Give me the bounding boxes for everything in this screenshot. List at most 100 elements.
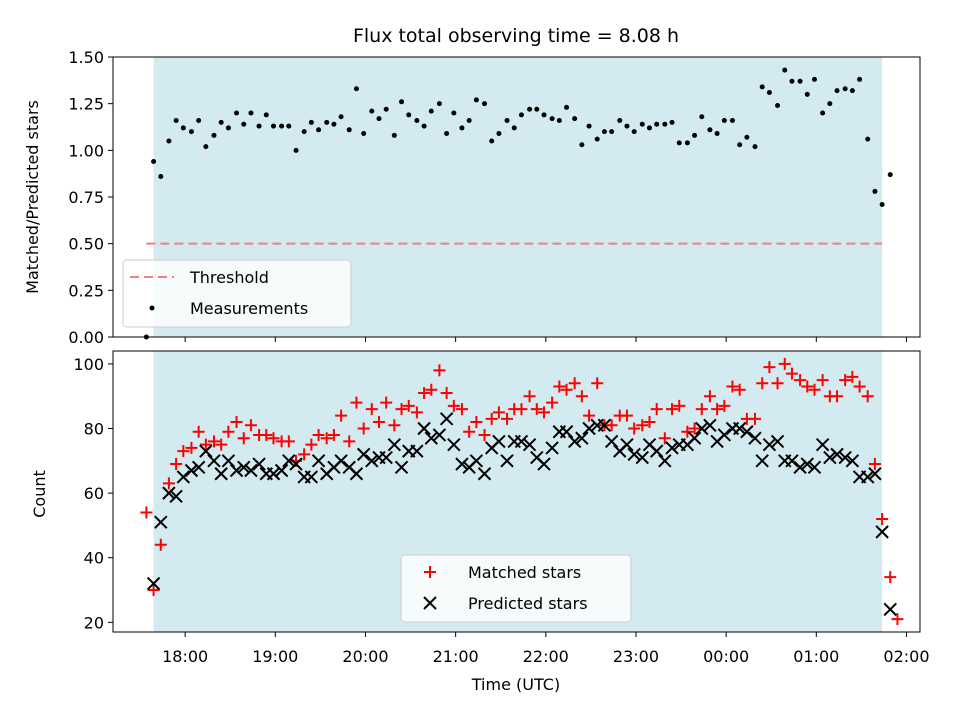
measurement-point [857, 76, 863, 82]
matched-star-point [185, 441, 198, 454]
measurement-point [624, 123, 630, 129]
predicted-star-point [221, 454, 236, 468]
matched-star-point [568, 377, 581, 390]
measurement-point [414, 117, 420, 123]
measurement-point [834, 88, 840, 94]
predicted-star-point [176, 470, 191, 484]
bottom-y-tick-label: 80 [84, 420, 104, 439]
predicted-star-point [785, 454, 799, 468]
matched-star-point [846, 370, 859, 383]
predicted-star-point [410, 444, 424, 458]
matched-star-point [282, 435, 295, 448]
matched-star-point [876, 512, 889, 525]
x-tick-label: 21:00 [433, 647, 479, 666]
matched-star-point [455, 403, 468, 416]
matched-star-point [605, 419, 618, 432]
measurement-point [331, 121, 337, 127]
top-y-tick-label: 0.00 [68, 328, 104, 347]
measurement-point [646, 125, 652, 131]
measurement-point [383, 106, 389, 112]
top-x-axis-ticks [184, 337, 907, 342]
top-y-tick-label: 1.25 [68, 95, 104, 114]
measurement-point [481, 101, 487, 107]
top-y-tick-label: 1.50 [68, 48, 104, 67]
measurement-point [820, 110, 826, 116]
bottom-y-axis-title: Count [30, 470, 49, 518]
predicted-star-point [447, 437, 461, 452]
measurement-point [549, 116, 555, 122]
predicted-star-point [800, 457, 814, 471]
predicted-star-point [823, 450, 837, 465]
measurement-point [353, 86, 359, 92]
matched-legend-label: Matched stars [468, 563, 581, 582]
measurement-point [775, 103, 781, 109]
top-y-tick-label: 1.00 [68, 141, 104, 160]
measurement-point [248, 110, 254, 116]
matched-star-point [891, 613, 904, 626]
measurement-point [676, 140, 682, 146]
measurement-point [473, 97, 479, 103]
predicted-star-point [755, 454, 769, 468]
measurement-point [203, 144, 209, 150]
measurement-point [279, 123, 285, 129]
measurement-point [744, 134, 750, 140]
measurement-point [211, 132, 217, 138]
bottom-y-tick-label: 20 [84, 613, 104, 632]
measurement-point [564, 104, 570, 110]
predicted-star-point [214, 467, 228, 481]
matched-star-point [365, 403, 378, 416]
matched-star-point [733, 383, 746, 396]
predicted-legend-swatch [423, 596, 437, 610]
predicted-star-point [477, 467, 492, 481]
matched-star-point [207, 435, 220, 448]
measurement-point [421, 123, 427, 129]
top-y-tick-label: 0.50 [68, 235, 104, 254]
predicted-star-point [162, 486, 176, 500]
predicted-legend-label: Predicted stars [468, 594, 588, 613]
predicted-star-point [838, 450, 852, 465]
measurement-point [842, 86, 848, 92]
measurement-point [256, 123, 262, 129]
top-legend: Threshold Measurements [122, 259, 352, 328]
matched-star-point [237, 432, 250, 445]
predicted-star-point [665, 441, 679, 455]
matched-star-point [666, 403, 679, 416]
predicted-star-point [365, 454, 379, 468]
matched-star-point [162, 477, 175, 490]
predicted-star-point [597, 418, 612, 432]
x-tick-label: 19:00 [252, 647, 298, 666]
measurements-legend-label: Measurements [190, 299, 308, 318]
matched-star-point [778, 357, 791, 370]
matched-star-point [402, 399, 415, 412]
measurement-point [173, 117, 179, 123]
measurement-point [459, 125, 465, 131]
predicted-star-point [191, 460, 206, 474]
predicted-star-point [627, 447, 641, 462]
matched-star-point [748, 412, 761, 425]
matched-star-point [695, 403, 708, 416]
matched-star-point [447, 399, 460, 412]
matched-star-point [628, 422, 641, 435]
measurement-point [444, 131, 450, 137]
matched-star-point [853, 380, 866, 393]
measurement-point [534, 106, 540, 112]
predicted-star-point [379, 450, 393, 465]
predicted-star-point [717, 428, 732, 442]
matched-stars-points [140, 357, 904, 626]
matched-star-point [478, 428, 491, 441]
measurement-point [707, 127, 713, 133]
matched-star-point [673, 399, 686, 412]
bottom-axes-frame [112, 350, 921, 633]
matched-star-point [530, 403, 543, 416]
matched-star-point [591, 377, 604, 390]
matched-star-point [267, 432, 280, 445]
matched-star-point [335, 409, 348, 422]
measurement-point [617, 117, 623, 123]
matched-star-point [808, 383, 821, 396]
predicted-star-point [334, 454, 348, 468]
predicted-star-point [432, 428, 447, 442]
measurement-point [789, 78, 795, 84]
bottom-y-tick-label: 100 [73, 355, 104, 374]
matched-star-point [756, 377, 769, 390]
matched-star-point [350, 396, 363, 409]
